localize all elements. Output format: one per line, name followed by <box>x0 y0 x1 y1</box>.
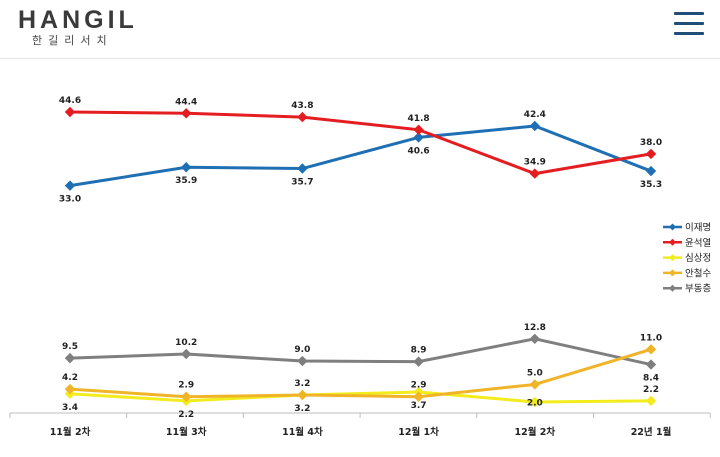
legend-label-ahn-cheol-soo[interactable]: 안철수 <box>685 268 711 279</box>
data-label-yoon-suk-yeol: 41.8 <box>407 114 429 124</box>
data-label-yoon-suk-yeol: 34.9 <box>524 158 546 168</box>
data-point-sim-sang-jung[interactable] <box>529 396 541 408</box>
data-label-sim-sang-jung: 2.2 <box>178 410 194 420</box>
data-point-lee-jae-myung[interactable] <box>529 120 541 132</box>
data-point-yoon-suk-yeol[interactable] <box>180 108 192 119</box>
data-label-ahn-cheol-soo: 2.9 <box>411 381 427 391</box>
data-label-yoon-suk-yeol: 44.6 <box>59 96 81 106</box>
data-label-undecided: 8.4 <box>643 374 659 384</box>
data-label-lee-jae-myung: 33.0 <box>59 195 81 205</box>
data-point-ahn-cheol-soo[interactable] <box>64 383 76 395</box>
data-point-undecided[interactable] <box>529 333 541 345</box>
data-point-yoon-suk-yeol[interactable] <box>645 148 657 160</box>
data-label-ahn-cheol-soo: 4.2 <box>62 373 78 383</box>
data-label-ahn-cheol-soo: 2.9 <box>178 381 194 391</box>
data-point-undecided[interactable] <box>180 348 192 360</box>
data-label-ahn-cheol-soo: 11.0 <box>640 333 662 343</box>
data-label-yoon-suk-yeol: 43.8 <box>291 101 313 111</box>
data-label-ahn-cheol-soo: 3.2 <box>294 379 310 389</box>
legend-marker-ahn-cheol-soo <box>669 269 676 277</box>
site-header: HANGIL 한길리서치 <box>0 0 720 59</box>
data-label-lee-jae-myung: 40.6 <box>407 146 429 156</box>
data-point-ahn-cheol-soo[interactable] <box>297 389 308 401</box>
data-point-yoon-suk-yeol[interactable] <box>529 168 541 179</box>
legend-marker-sim-sang-jung <box>669 254 676 262</box>
data-point-lee-jae-myung[interactable] <box>645 165 657 177</box>
logo-subtitle: 한길리서치 <box>32 34 113 47</box>
data-point-ahn-cheol-soo[interactable] <box>413 391 424 402</box>
data-point-sim-sang-jung[interactable] <box>645 395 657 407</box>
data-point-lee-jae-myung[interactable] <box>413 132 424 143</box>
data-point-yoon-suk-yeol[interactable] <box>413 124 424 135</box>
data-label-lee-jae-myung: 42.4 <box>524 110 546 120</box>
series-line-ahn-cheol-soo <box>69 347 652 399</box>
data-label-lee-jae-myung: 35.3 <box>640 180 662 190</box>
data-point-undecided[interactable] <box>297 355 308 367</box>
data-point-undecided[interactable] <box>64 352 76 364</box>
data-point-lee-jae-myung[interactable] <box>180 162 192 173</box>
legend-label-yoon-suk-yeol[interactable]: 윤석열 <box>685 238 711 249</box>
data-point-undecided[interactable] <box>413 356 424 367</box>
x-tick-label: 12월 2차 <box>514 426 555 438</box>
data-label-undecided: 9.0 <box>294 345 310 355</box>
data-point-ahn-cheol-soo[interactable] <box>529 379 541 390</box>
x-tick-label: 11월 4차 <box>282 426 323 438</box>
data-point-ahn-cheol-soo[interactable] <box>180 391 192 402</box>
data-point-undecided[interactable] <box>645 359 657 370</box>
data-label-sim-sang-jung: 2.2 <box>643 385 659 395</box>
data-label-sim-sang-jung: 3.4 <box>62 403 78 413</box>
data-point-lee-jae-myung[interactable] <box>297 163 308 174</box>
legend-label-lee-jae-myung[interactable]: 이재명 <box>685 223 711 234</box>
hamburger-menu-icon[interactable] <box>674 10 704 38</box>
data-label-undecided: 8.9 <box>411 346 427 356</box>
series-line-undecided <box>69 337 652 367</box>
series-line-yoon-suk-yeol <box>69 110 652 176</box>
data-label-sim-sang-jung: 3.7 <box>411 401 427 411</box>
x-tick-label: 11월 2차 <box>50 426 91 438</box>
series-line-sim-sang-jung <box>69 390 652 404</box>
data-label-undecided: 9.5 <box>62 342 78 352</box>
header-divider <box>0 58 720 59</box>
x-tick-label: 11월 3차 <box>166 426 207 438</box>
legend-label-sim-sang-jung[interactable]: 심상정 <box>685 253 711 264</box>
data-label-yoon-suk-yeol: 44.4 <box>175 97 197 107</box>
data-label-lee-jae-myung: 35.9 <box>175 176 197 186</box>
series-line-lee-jae-myung <box>69 124 652 188</box>
data-label-undecided: 10.2 <box>175 338 197 348</box>
data-label-sim-sang-jung: 2.0 <box>527 399 543 409</box>
data-label-undecided: 12.8 <box>524 323 546 333</box>
legend-marker-yoon-suk-yeol <box>669 238 676 246</box>
x-tick-label: 22년 1월 <box>631 426 672 438</box>
data-point-yoon-suk-yeol[interactable] <box>297 111 308 123</box>
data-point-lee-jae-myung[interactable] <box>64 180 76 191</box>
data-label-ahn-cheol-soo: 5.0 <box>527 368 543 378</box>
data-label-sim-sang-jung: 3.2 <box>294 404 310 414</box>
data-point-yoon-suk-yeol[interactable] <box>64 106 76 118</box>
legend-marker-lee-jae-myung <box>669 223 676 231</box>
x-tick-label: 12월 1차 <box>398 426 439 438</box>
data-point-ahn-cheol-soo[interactable] <box>645 344 657 355</box>
legend-marker-undecided <box>669 284 676 292</box>
logo[interactable]: HANGIL <box>18 6 138 34</box>
legend-label-undecided[interactable]: 부동층 <box>685 284 711 295</box>
data-label-yoon-suk-yeol: 38.0 <box>640 138 662 148</box>
data-label-lee-jae-myung: 35.7 <box>291 178 313 188</box>
